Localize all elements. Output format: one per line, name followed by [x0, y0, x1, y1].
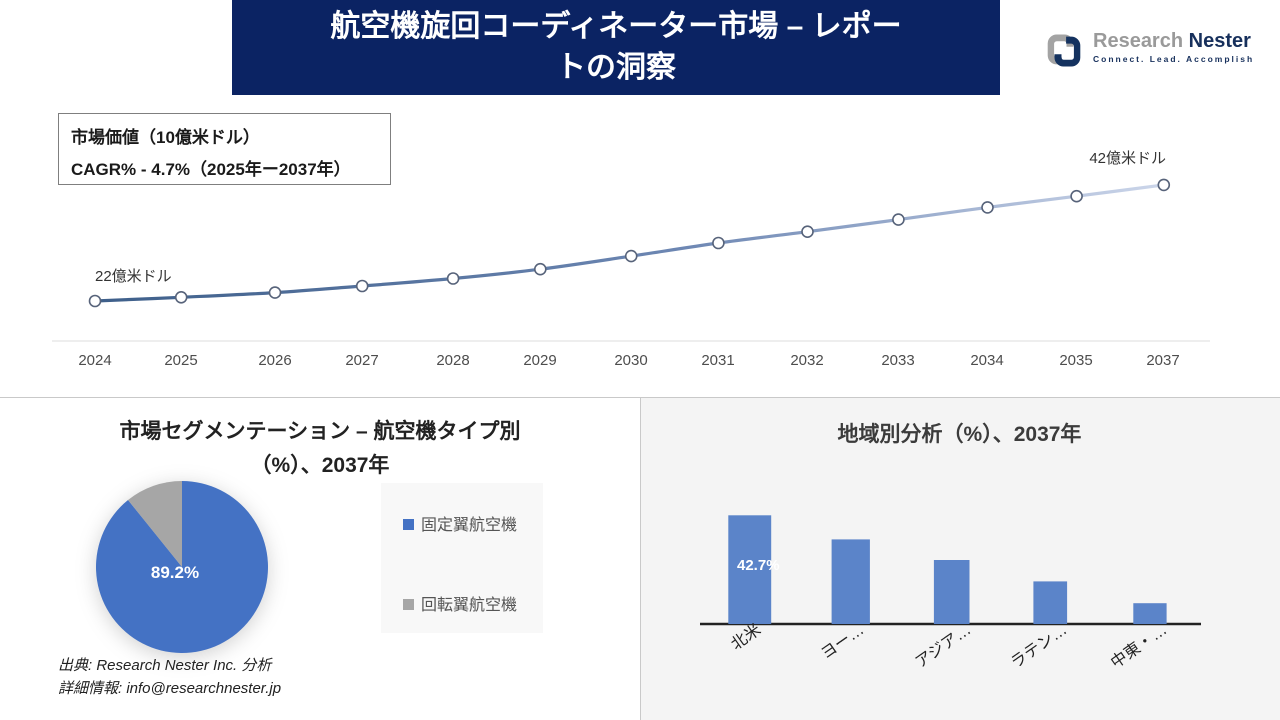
- svg-text:89.2%: 89.2%: [151, 563, 199, 582]
- svg-text:2035: 2035: [1059, 352, 1092, 369]
- svg-text:22億米ドル: 22億米ドル: [95, 268, 172, 285]
- svg-text:2033: 2033: [881, 352, 914, 369]
- svg-text:ヨー…: ヨー…: [818, 621, 867, 662]
- svg-text:2030: 2030: [614, 352, 647, 369]
- svg-text:2031: 2031: [701, 352, 734, 369]
- svg-text:42.7%: 42.7%: [737, 557, 780, 574]
- svg-text:2034: 2034: [970, 352, 1003, 369]
- svg-text:2024: 2024: [78, 352, 111, 369]
- svg-text:2028: 2028: [436, 352, 469, 369]
- svg-text:ラテン…: ラテン…: [1008, 621, 1070, 672]
- svg-text:2032: 2032: [790, 352, 823, 369]
- svg-text:2029: 2029: [523, 352, 556, 369]
- svg-text:2037: 2037: [1146, 352, 1179, 369]
- svg-text:2027: 2027: [345, 352, 378, 369]
- svg-text:42億米ドル: 42億米ドル: [1089, 150, 1166, 167]
- svg-text:アジア…: アジア…: [913, 621, 975, 671]
- svg-text:中東・…: 中東・…: [1108, 621, 1171, 672]
- svg-text:北米: 北米: [728, 621, 765, 654]
- svg-text:2025: 2025: [164, 352, 197, 369]
- svg-text:2026: 2026: [258, 352, 291, 369]
